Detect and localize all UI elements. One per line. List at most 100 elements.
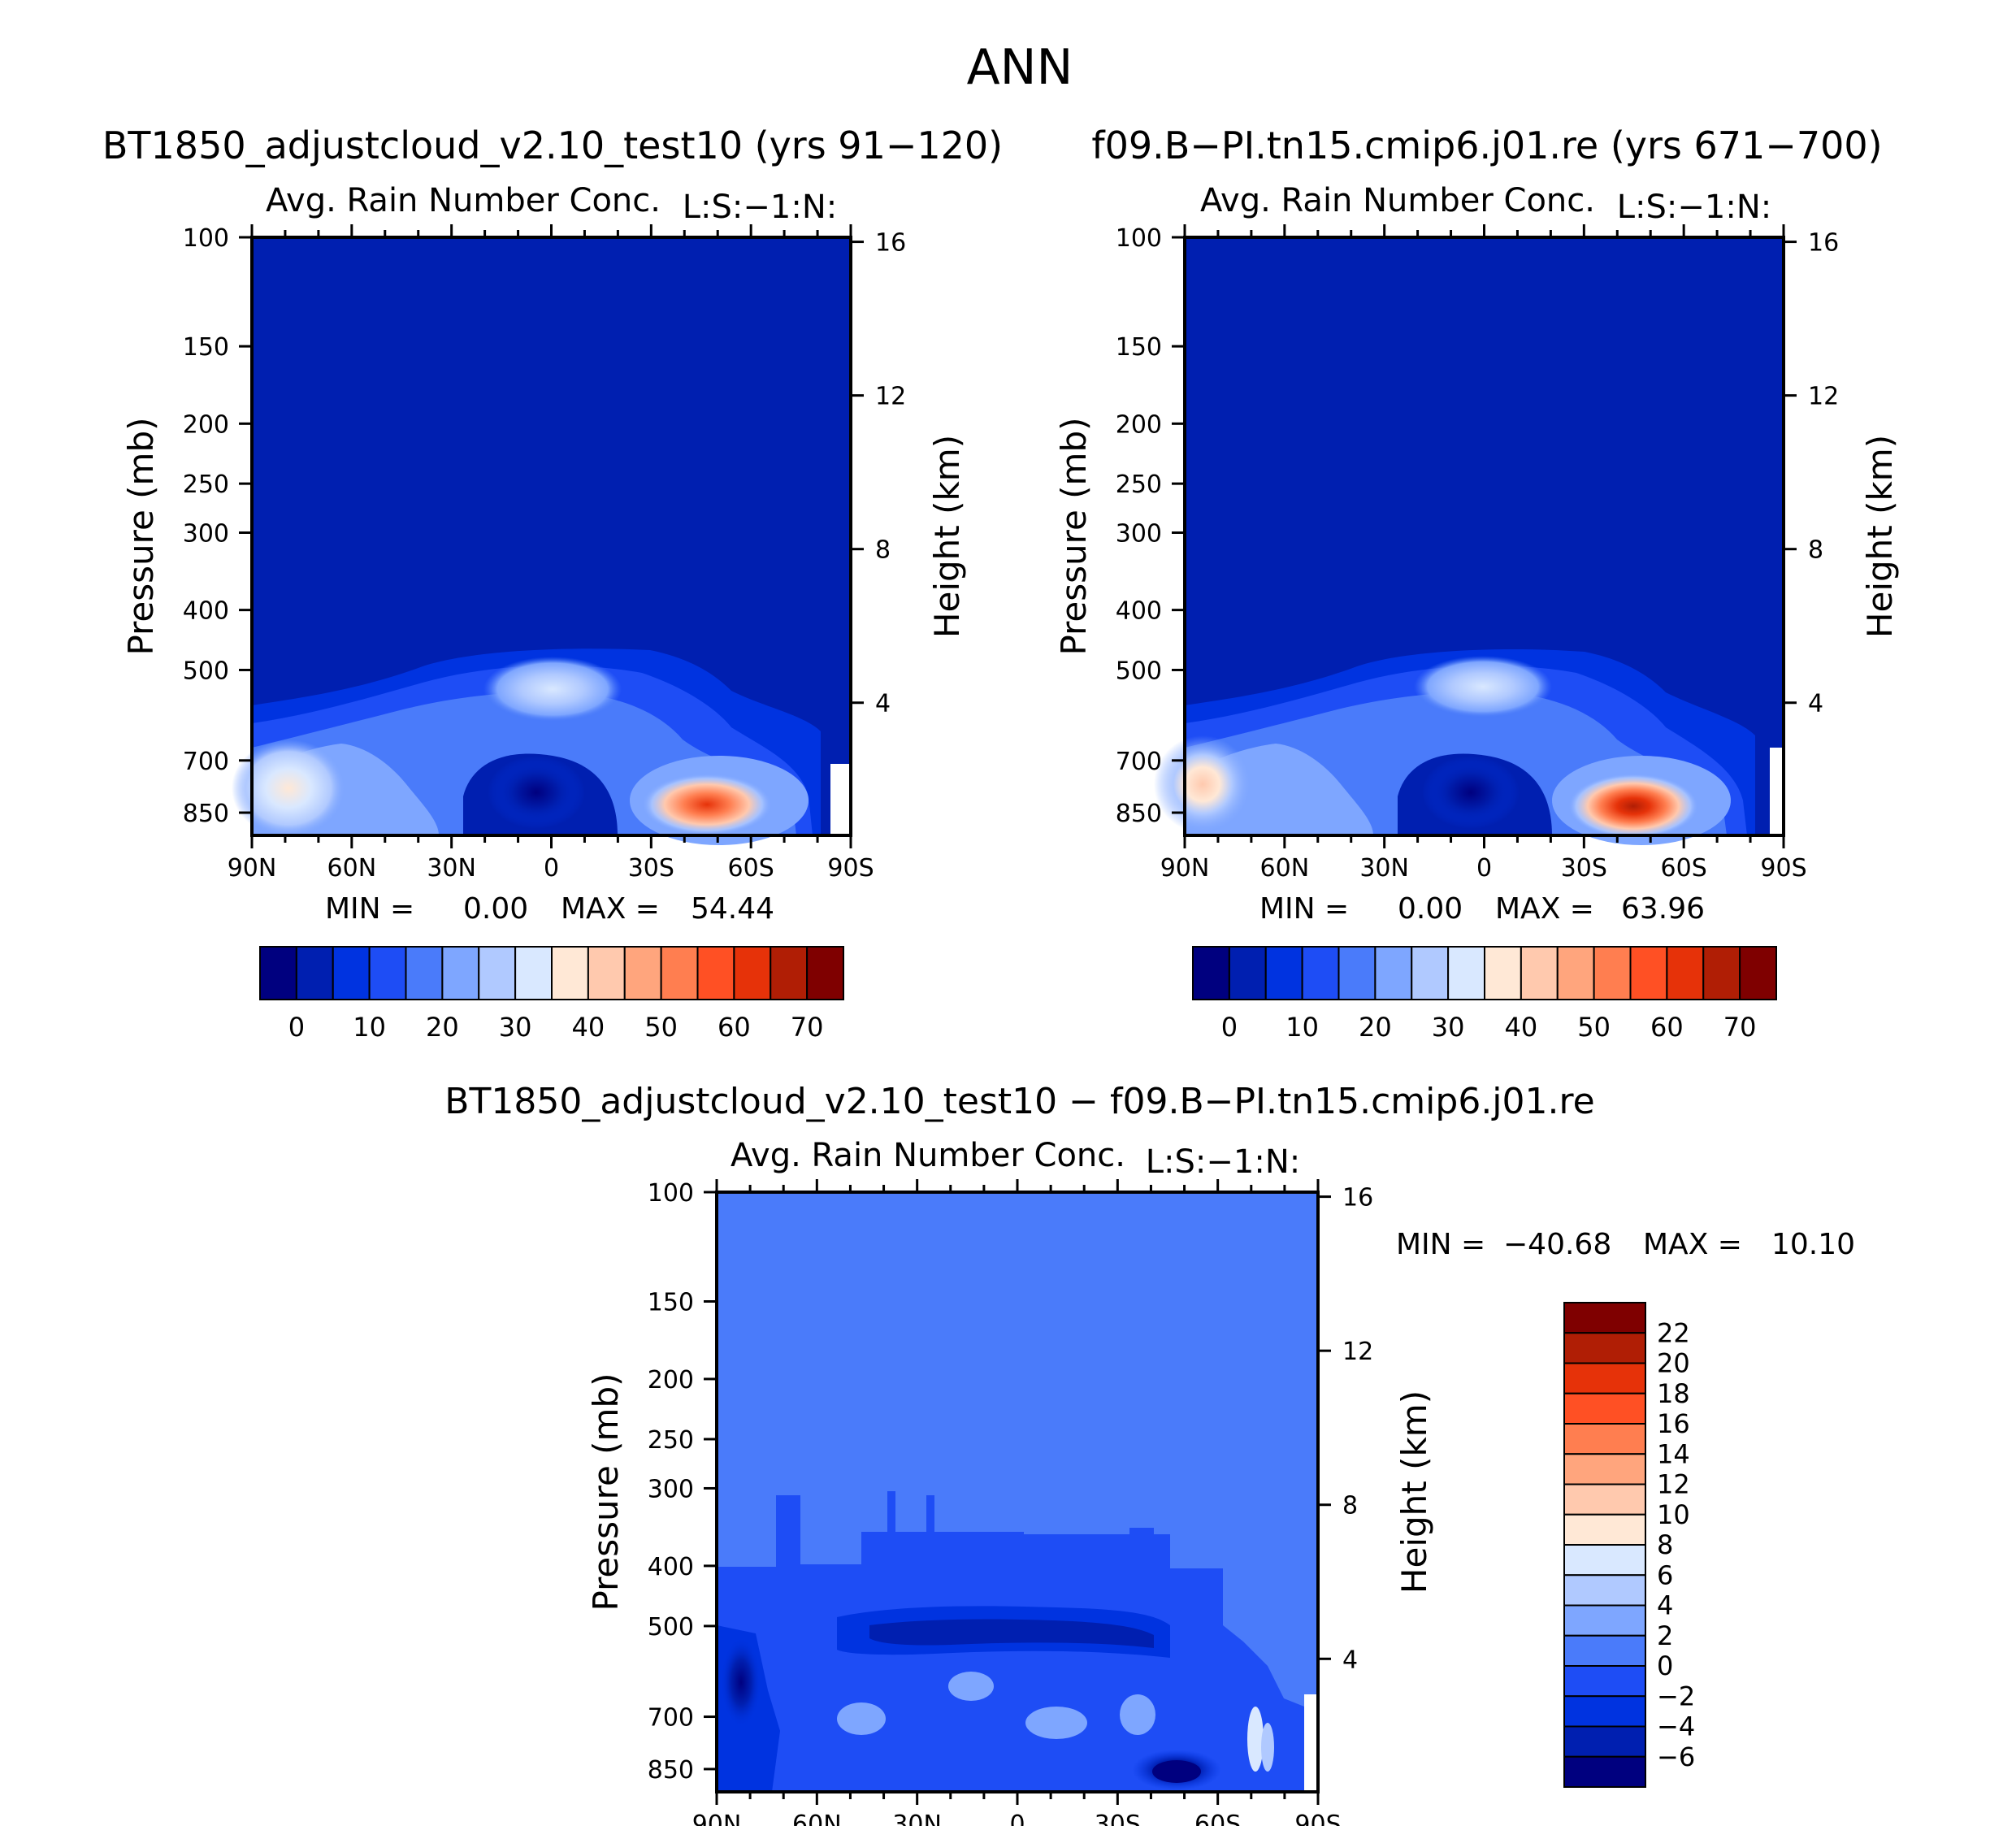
upper-blob-a (483, 657, 622, 722)
max-label-c: MAX = (1643, 1228, 1742, 1261)
colorbar-label: 70 (791, 1012, 824, 1043)
colorbar-swatch (1563, 1332, 1646, 1364)
colorbar-label: 8 (1657, 1529, 1673, 1560)
z-tick-label: 16 (1808, 229, 1839, 258)
x-tick-label: 60N (792, 1811, 842, 1826)
colorbar-b: 0 10 20 30 40 50 60 70 (1192, 946, 1777, 1043)
p-tick-label: 850 (648, 1756, 694, 1785)
colorbar-swatch (733, 946, 772, 1000)
colorbar-swatch (332, 946, 371, 1000)
no-data-region-a (830, 764, 851, 835)
x-axis-c: 90N 60N 30N 0 30S 60S 90S (692, 1179, 1342, 1826)
colorbar-swatch (1563, 1302, 1646, 1334)
colorbar-swatch (1556, 946, 1595, 1000)
colorbar-label: 20 (1359, 1012, 1392, 1043)
colorbar-swatch (441, 946, 480, 1000)
colorbar-swatch (514, 946, 553, 1000)
colorbar-swatch (1563, 1483, 1646, 1516)
run-title-left: BT1850_adjustcloud_v2.10_test10 (yrs 91−… (102, 124, 1003, 167)
colorbar-label: 30 (1432, 1012, 1465, 1043)
z-tick-label: 8 (1342, 1492, 1358, 1520)
colorbar-swatch (405, 946, 444, 1000)
p-tick-label: 400 (1116, 597, 1162, 626)
colorbar-swatch (1563, 1392, 1646, 1425)
x-tick-label: 60N (327, 854, 377, 883)
x-tick-label: 60N (1260, 854, 1310, 883)
z-tick-label: 16 (1342, 1184, 1373, 1212)
x-tick-label: 0 (1476, 854, 1492, 883)
colorbar-swatch (1563, 1665, 1646, 1698)
p-axis-c: 100 150 200 250 300 400 500 700 850 (648, 1179, 717, 1785)
colorbar-swatch (1563, 1362, 1646, 1394)
colorbar-label: 14 (1657, 1438, 1690, 1469)
p-tick-label: 500 (183, 657, 229, 685)
p-tick-label: 200 (183, 410, 229, 439)
z-tick-label: 8 (1808, 536, 1823, 565)
colorbar-label: 70 (1723, 1012, 1757, 1043)
x-tick-label: 90S (1294, 1811, 1341, 1826)
min-label-c: MIN = (1396, 1228, 1485, 1261)
plot-area-c (717, 1192, 1318, 1792)
min-label-b: MIN = (1259, 892, 1349, 926)
colorbar-label: 10 (1657, 1499, 1690, 1530)
plot-area-b (1154, 237, 1784, 845)
level-label-c: L:S:−1:N: (1146, 1143, 1300, 1181)
z-tick-label: 4 (1808, 690, 1823, 718)
colorbar-label: 50 (644, 1012, 678, 1043)
colorbar-label: 50 (1577, 1012, 1611, 1043)
min-value-b: 0.00 (1398, 892, 1463, 926)
colorbar-label: 40 (1505, 1012, 1538, 1043)
field-title-a: Avg. Rain Number Conc. (266, 182, 661, 219)
colorbar-swatch (1593, 946, 1632, 1000)
contour-level-001fb0-c (869, 1619, 1154, 1648)
colorbar-label: 40 (572, 1012, 605, 1043)
colorbar-swatch (1374, 946, 1413, 1000)
max-value-a: 54.44 (691, 892, 774, 926)
colorbar-label: 0 (1657, 1650, 1673, 1681)
left-dark-core-c (721, 1637, 761, 1727)
max-value-b: 63.96 (1621, 892, 1705, 926)
colorbar-swatch (696, 946, 735, 1000)
z-tick-label: 12 (875, 383, 906, 411)
p-tick-label: 250 (648, 1426, 694, 1455)
x-tick-label: 30N (1359, 854, 1409, 883)
min-value-c: −40.68 (1503, 1228, 1611, 1261)
colorbar-swatch (1563, 1695, 1646, 1728)
x-tick-label: 90N (1160, 854, 1210, 883)
p-tick-label: 150 (1116, 333, 1162, 362)
y-label-b: Pressure (mb) (1054, 417, 1094, 655)
p-axis-b: 100 150 200 250 300 400 500 700 850 (1116, 224, 1185, 828)
colorbar-swatch (295, 946, 334, 1000)
x-tick-label: 30S (1095, 1811, 1141, 1826)
x-tick-label: 90N (228, 854, 277, 883)
field-title-b: Avg. Rain Number Conc. (1200, 182, 1595, 219)
x-tick-label: 0 (544, 854, 559, 883)
upper-blob-b (1414, 656, 1552, 718)
colorbar-label: 2 (1657, 1620, 1673, 1651)
colorbar-swatch (770, 946, 809, 1000)
y-label-a: Pressure (mb) (121, 417, 161, 655)
level-label-a: L:S:−1:N: (683, 189, 837, 226)
p-tick-label: 200 (1116, 410, 1162, 439)
z-tick-label: 4 (1342, 1646, 1358, 1674)
z-tick-label: 12 (1808, 383, 1839, 411)
colorbar-label: 0 (1221, 1012, 1238, 1043)
x-tick-label: 60S (1194, 1811, 1241, 1826)
colorbar-label: 60 (1650, 1012, 1684, 1043)
colorbar-swatch (1563, 1755, 1646, 1788)
colorbar-label: 60 (718, 1012, 751, 1043)
colorbar-label: −2 (1657, 1681, 1695, 1711)
p-tick-label: 700 (183, 748, 229, 776)
x-tick-label: 30N (427, 854, 476, 883)
y-label-right-c: Height (km) (1394, 1390, 1434, 1594)
x-tick-label: 60S (728, 854, 774, 883)
p-tick-label: 200 (648, 1366, 694, 1394)
colorbar-a: 0 10 20 30 40 50 60 70 (259, 946, 844, 1043)
colorbar-swatch (1520, 946, 1559, 1000)
colorbar-swatch (1563, 1513, 1646, 1546)
p-tick-label: 700 (1116, 748, 1162, 776)
x-axis-b: 90N 60N 30N 0 30S 60S 90S (1160, 224, 1807, 883)
colorbar-swatch (1563, 1423, 1646, 1455)
x-axis-a: 90N 60N 30N 0 30S 60S 90S (228, 224, 874, 883)
